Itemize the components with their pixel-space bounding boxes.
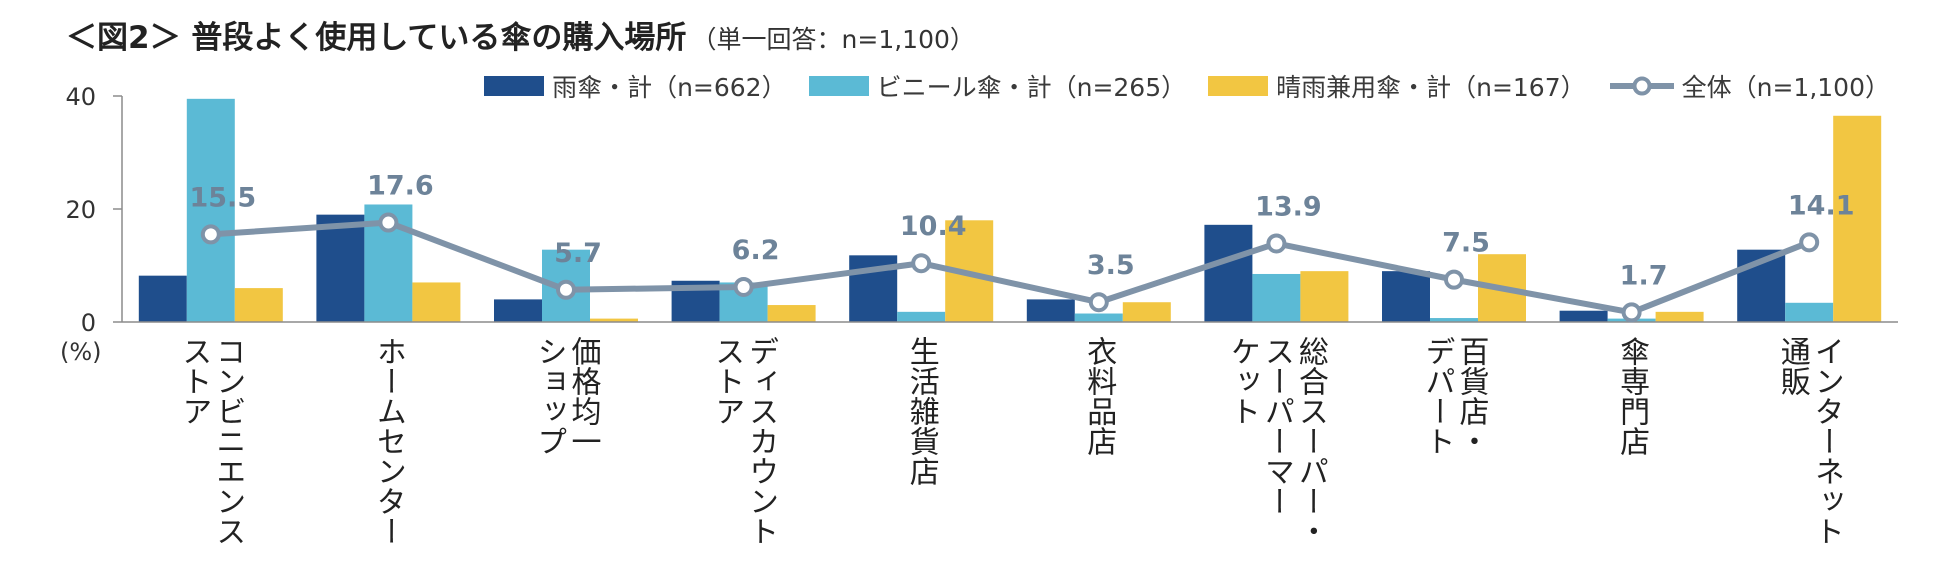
bar-dual-umbrella: [234, 288, 283, 322]
bar-dual-umbrella: [1122, 302, 1171, 322]
x-category-label: スーパーマー: [1259, 336, 1294, 516]
bar-rain-umbrella: [1559, 310, 1608, 322]
x-category-label: デパート: [1420, 336, 1455, 456]
data-label-overall: 5.7: [554, 238, 602, 269]
bar-dual-umbrella: [1300, 271, 1349, 322]
data-label-overall: 14.1: [1788, 190, 1855, 221]
bar-dual-umbrella: [1655, 311, 1704, 322]
x-category-label: ストア: [176, 336, 211, 426]
x-category-label: ショップ: [532, 336, 567, 456]
data-label-overall: 3.5: [1087, 250, 1135, 281]
legend-line-marker-icon: [1609, 76, 1674, 96]
data-label-overall: 15.5: [189, 182, 256, 213]
data-label-overall: 1.7: [1620, 260, 1668, 291]
bar-dual-umbrella: [767, 305, 816, 322]
line-point-overall: [556, 279, 576, 300]
x-category-label: 生活雑貨店: [904, 336, 940, 486]
bar-dual-umbrella: [590, 318, 638, 322]
x-category-label: コンビニエンス: [210, 336, 245, 546]
bar-dual-umbrella: [1833, 115, 1882, 323]
bar-vinyl-umbrella: [897, 311, 946, 322]
line-point-overall: [1088, 292, 1109, 313]
data-label-overall: 13.9: [1255, 191, 1322, 222]
line-point-overall: [200, 224, 221, 245]
x-category-label: 総合スーパー・: [1293, 336, 1328, 546]
bar-vinyl-umbrella: [1074, 313, 1123, 322]
x-category-label: インターネット: [1809, 336, 1844, 546]
legend-item-rain-umbrella: 雨傘・計（n=662）: [484, 68, 787, 104]
x-category-label: 価格均一: [566, 336, 602, 456]
y-tick-label: 40: [65, 83, 96, 111]
line-point-overall: [1799, 232, 1820, 253]
chart-title-main: ＜図2＞ 普段よく使用している傘の購入場所: [66, 20, 687, 56]
legend: 雨傘・計（n=662） ビニール傘・計（n=265） 晴雨兼用傘・計（n=167…: [462, 68, 1890, 104]
legend-label-dual-umbrella: 晴雨兼用傘・計（n=167）: [1276, 73, 1586, 102]
x-category-label: ケット: [1225, 336, 1260, 426]
x-category-label: 傘専門店: [1614, 336, 1650, 456]
x-category-label: 衣料品店: [1081, 336, 1117, 456]
data-label-overall: 6.2: [732, 235, 780, 266]
y-tick-label: 20: [65, 196, 96, 224]
bar-dual-umbrella: [412, 282, 461, 322]
legend-item-vinyl-umbrella: ビニール傘・計（n=265）: [808, 68, 1187, 104]
legend-label-rain-umbrella: 雨傘・計（n=662）: [552, 73, 787, 102]
bar-vinyl-umbrella: [1785, 302, 1834, 322]
x-category-label: ホームセンター: [371, 336, 406, 546]
bar-vinyl-umbrella: [1252, 273, 1301, 322]
legend-swatch-vinyl-umbrella: [808, 76, 869, 96]
x-category-label: ストア: [709, 336, 744, 426]
bar-rain-umbrella: [316, 214, 365, 322]
bar-vinyl-umbrella: [186, 98, 235, 322]
line-point-overall: [733, 276, 754, 297]
line-point-overall: [378, 212, 399, 233]
legend-label-overall: 全体（n=1,100）: [1681, 73, 1890, 102]
y-unit-label: (%): [60, 338, 102, 366]
y-tick-label: 0: [81, 309, 96, 337]
legend-label-vinyl-umbrella: ビニール傘・計（n=265）: [876, 73, 1187, 102]
line-point-overall: [1444, 269, 1464, 290]
x-category-label: ディスカウント: [743, 336, 778, 546]
line-point-overall: [1266, 233, 1287, 254]
data-label-overall: 10.4: [900, 211, 967, 242]
chart-title: ＜図2＞ 普段よく使用している傘の購入場所 （単一回答：n=1,100）: [66, 12, 975, 57]
data-label-overall: 7.5: [1442, 228, 1490, 259]
legend-item-dual-umbrella: 晴雨兼用傘・計（n=167）: [1208, 68, 1586, 104]
bar-rain-umbrella: [1204, 224, 1253, 322]
chart-title-note: （単一回答：n=1,100）: [691, 25, 975, 54]
data-label-overall: 17.6: [367, 171, 434, 202]
bar-rain-umbrella: [494, 299, 542, 322]
bar-rain-umbrella: [138, 275, 187, 322]
bar-rain-umbrella: [1026, 299, 1075, 322]
legend-swatch-dual-umbrella: [1208, 76, 1269, 96]
x-category-label: 百貨店・: [1454, 336, 1490, 456]
bar-rain-umbrella: [1382, 271, 1430, 322]
line-point-overall: [911, 253, 932, 274]
legend-swatch-rain-umbrella: [484, 76, 545, 96]
line-overall: [210, 219, 1811, 316]
legend-item-overall: 全体（n=1,100）: [1608, 68, 1890, 104]
bar-vinyl-umbrella: [1430, 318, 1478, 322]
line-point-overall: [1621, 302, 1642, 323]
x-category-label: 通販: [1775, 336, 1810, 396]
